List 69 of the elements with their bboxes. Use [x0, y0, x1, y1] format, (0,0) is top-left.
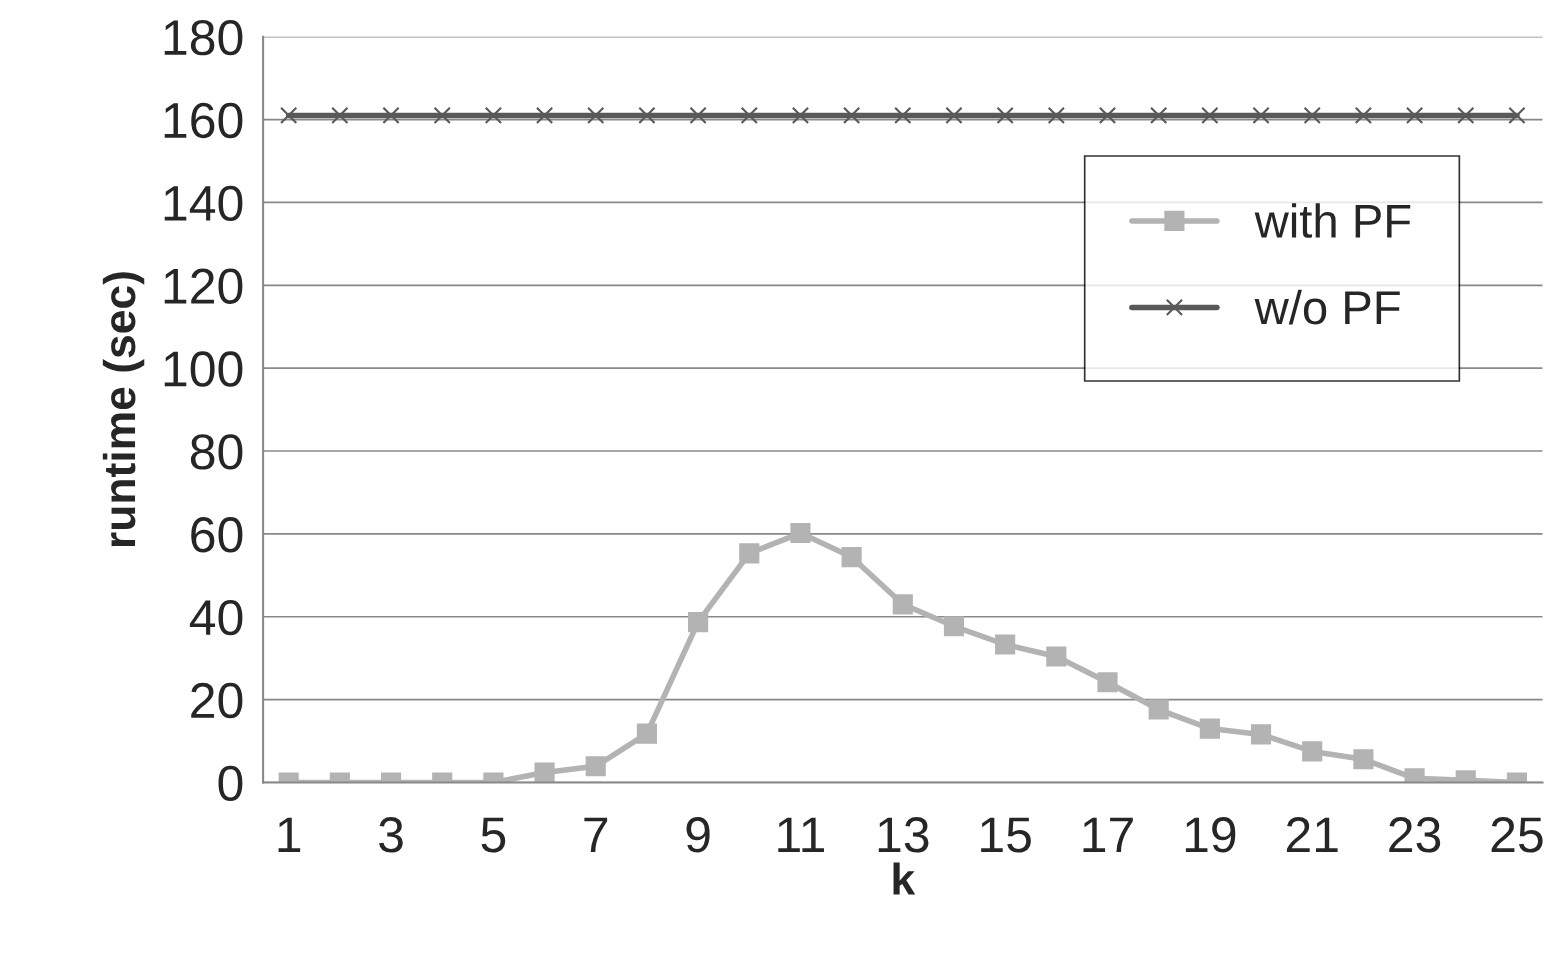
point — [280, 106, 298, 125]
point — [892, 594, 913, 615]
point — [945, 106, 963, 125]
point — [1201, 106, 1219, 125]
point — [1250, 724, 1272, 745]
point — [1303, 106, 1321, 125]
point — [842, 106, 861, 125]
point — [638, 106, 656, 125]
x-tick-label: 7 — [584, 817, 608, 853]
point — [1252, 106, 1270, 125]
point — [433, 106, 451, 125]
point — [382, 106, 400, 125]
point — [534, 762, 555, 783]
point — [1148, 699, 1169, 720]
x-tick-label: 21 — [1286, 817, 1338, 853]
x-axis-title: k — [893, 862, 916, 895]
y-tick-label: 160 — [164, 102, 243, 139]
point — [1097, 672, 1118, 693]
y-tick-label: 120 — [164, 268, 243, 304]
point — [587, 106, 605, 125]
point — [841, 547, 862, 568]
x-tick-label: 9 — [686, 817, 710, 853]
x-tick-label: 15 — [981, 817, 1031, 853]
point — [1353, 749, 1374, 770]
y-tick-label: 0 — [218, 765, 243, 802]
point — [688, 612, 709, 633]
point — [739, 543, 760, 564]
y-tick-label: 140 — [164, 185, 243, 222]
legend-label: w/o PF — [1254, 289, 1400, 325]
point — [790, 522, 811, 544]
point — [535, 106, 554, 125]
legend-label: with PF — [1254, 203, 1411, 238]
point — [1199, 718, 1220, 739]
point — [943, 616, 965, 637]
point — [995, 634, 1016, 655]
y-tick-label: 40 — [189, 599, 243, 636]
point — [996, 106, 1014, 125]
point — [1354, 106, 1373, 125]
x-tick-label: 13 — [878, 817, 929, 853]
x-tick-label: 11 — [778, 817, 824, 853]
point — [1457, 106, 1475, 125]
point — [484, 106, 503, 125]
point — [636, 723, 657, 744]
point — [1046, 646, 1067, 667]
point — [585, 756, 606, 777]
point — [791, 106, 810, 125]
y-tick-label: 20 — [191, 682, 243, 719]
x-tick-label: 3 — [379, 817, 403, 853]
y-tick-label: 100 — [164, 351, 243, 387]
x-tick-label: 19 — [1185, 817, 1236, 853]
x-tick-label: 23 — [1389, 817, 1441, 853]
y-tick-label: 180 — [164, 19, 243, 56]
point — [1150, 106, 1168, 125]
point — [1508, 106, 1526, 125]
y-axis-title: runtime (sec) — [102, 272, 145, 547]
point — [1098, 106, 1117, 125]
point — [740, 106, 758, 125]
x-tick-label: 1 — [278, 817, 301, 853]
x-tick-label: 25 — [1491, 817, 1543, 853]
point — [689, 106, 707, 125]
point — [1047, 106, 1066, 125]
point — [1302, 741, 1323, 762]
x-tick-label: 17 — [1083, 817, 1133, 853]
y-tick-label: 80 — [190, 434, 243, 470]
point — [1405, 106, 1424, 125]
y-tick-label: 60 — [191, 517, 243, 553]
x-tick-label: 5 — [481, 817, 506, 853]
point — [331, 106, 349, 125]
point — [894, 106, 912, 125]
